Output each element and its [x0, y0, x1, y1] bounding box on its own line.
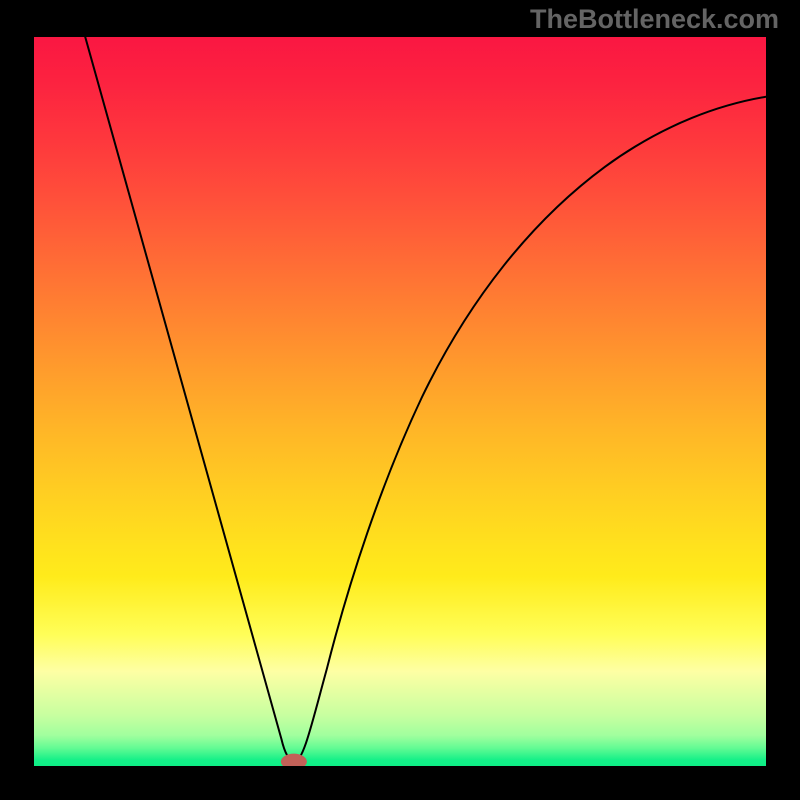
minimum-marker: [34, 37, 766, 766]
watermark-text: TheBottleneck.com: [530, 4, 779, 35]
plot-area: [34, 37, 766, 766]
